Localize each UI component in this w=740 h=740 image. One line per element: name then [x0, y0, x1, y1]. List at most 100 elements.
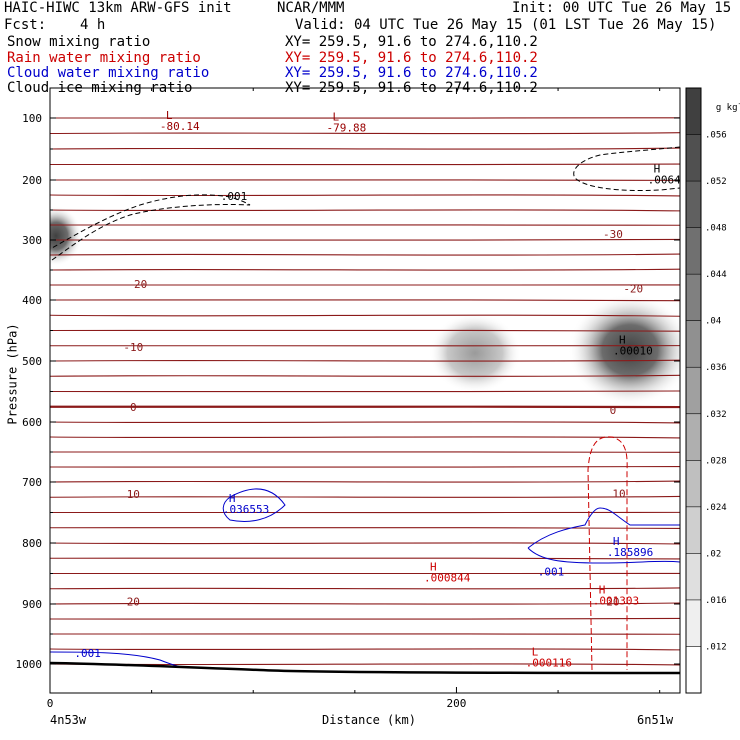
cloud-water-contour-3	[50, 651, 183, 668]
temperature-label: -20	[127, 278, 147, 291]
colorbar-swatch	[686, 506, 701, 554]
y-tick-label: 500	[22, 355, 42, 368]
colorbar-tick-label: .04	[705, 317, 721, 327]
isotherm-line	[50, 268, 680, 271]
colorbar-frame	[685, 87, 702, 694]
extremum-value: .000844	[424, 571, 471, 584]
terrain-line	[50, 661, 680, 675]
field-name-rain: Rain water mixing ratio	[7, 50, 201, 66]
isotherm-line	[50, 480, 680, 483]
model-title: HAIC-HIWC 13km ARW-GFS init	[4, 0, 232, 16]
isotherm-line	[50, 253, 680, 256]
ice-contour-left	[51, 194, 251, 261]
extremum-mark: H	[229, 492, 236, 505]
cloud-water-contour-2	[527, 507, 680, 564]
isotherm-line	[50, 617, 680, 620]
extremum-mark: L	[166, 109, 173, 122]
extremum-mark: H	[599, 584, 606, 597]
temperature-label: -10	[123, 341, 143, 354]
field-name-cloud-water: Cloud water mixing ratio	[7, 65, 210, 81]
extremum-value: -79.88	[326, 121, 366, 134]
extremum-mark: H	[619, 333, 626, 346]
extremum-mark: H	[613, 535, 620, 548]
temperature-label: 20	[127, 596, 140, 609]
colorbar-unit-text: g kg	[715, 103, 738, 113]
y-tick-label: 400	[22, 294, 42, 307]
contour-label: .001	[538, 566, 565, 579]
isotherm-line	[50, 132, 680, 135]
temperature-label: 0	[130, 401, 137, 414]
isotherm-line	[50, 648, 680, 651]
isotherm-line	[50, 436, 680, 439]
isotherm-line	[50, 194, 680, 197]
extremum-mark: H	[430, 560, 437, 573]
temperature-label: 10	[127, 488, 140, 501]
colorbar-tick-label: .032	[705, 410, 727, 420]
extremum-value: -80.14	[160, 120, 200, 133]
extremum-value: .0064	[648, 174, 681, 187]
extremum-value: .00010	[613, 344, 653, 357]
colorbar-unit-exponent: -1	[738, 100, 740, 108]
extremum-value: .185896	[607, 546, 653, 559]
valid-time: Valid: 04 UTC Tue 26 May 15 (01 LST Tue …	[295, 17, 717, 33]
isotherm-line	[50, 238, 680, 241]
isotherm-line	[50, 359, 680, 362]
field-xy-cloud-ice: XY= 259.5, 91.6 to 274.6,110.2	[285, 80, 538, 96]
colorbar-swatch	[686, 181, 701, 228]
isotherm-line	[50, 495, 680, 498]
isotherm-line	[50, 299, 680, 302]
colorbar-swatch	[686, 320, 701, 368]
colorbar-tick-label: .024	[705, 503, 727, 513]
isotherm-line	[50, 557, 680, 560]
colorbar-swatch	[686, 88, 701, 135]
x-start-location: 4n53w	[50, 713, 87, 727]
colorbar-tick-label: .048	[705, 224, 727, 234]
y-tick-label: 800	[22, 537, 42, 550]
contour-label: .001	[221, 190, 248, 203]
colorbar-tick-label: .02	[705, 549, 721, 559]
field-xy-cloud-water: XY= 259.5, 91.6 to 274.6,110.2	[285, 65, 538, 81]
extremum-mark: L	[332, 110, 339, 123]
shade-right	[568, 294, 680, 406]
init-time: Init: 00 UTC Tue 26 May 15	[512, 0, 732, 16]
colorbar-tick-label: .012	[705, 642, 727, 652]
plot-frame	[49, 87, 681, 694]
colorbar-swatch	[686, 274, 701, 321]
field-name-snow: Snow mixing ratio	[7, 34, 151, 50]
shade-center	[429, 313, 521, 393]
extremum-value: .001303	[593, 595, 639, 608]
extremum-value: .000116	[526, 657, 572, 670]
colorbar-tick-label: .044	[705, 270, 727, 280]
cloud-water-contour-1	[222, 488, 286, 522]
y-tick-label: 200	[22, 174, 42, 187]
y-tick-label: 700	[22, 476, 42, 489]
forecast-hours: 4 h	[80, 17, 106, 33]
extremum-mark: H	[654, 163, 661, 176]
colorbar-swatch	[686, 460, 701, 507]
y-tick-label: 300	[22, 234, 42, 247]
temperature-label: 20	[606, 596, 619, 609]
isotherm-line	[50, 314, 680, 317]
colorbar-tick-label: .028	[705, 456, 727, 466]
forecast-label: Fcst:	[4, 17, 47, 33]
x-end-location: 6n51w	[637, 713, 674, 727]
colorbar-swatch	[686, 134, 701, 182]
colorbar-swatch	[686, 227, 701, 275]
y-tick-label: 1000	[16, 658, 43, 671]
colorbar-tick-label: .036	[705, 363, 727, 373]
isotherm-line	[50, 329, 680, 332]
colorbar-tick-label: .056	[705, 131, 727, 141]
temperature-label: -30	[603, 228, 623, 241]
isotherm-line	[50, 374, 680, 377]
colorbar-swatch	[686, 599, 701, 647]
shade-left-edge	[50, 206, 82, 266]
isotherm-line	[50, 587, 680, 590]
isotherm-line	[50, 147, 680, 150]
isotherm-line	[50, 542, 680, 545]
colorbar-swatch	[686, 413, 701, 461]
isotherm-line	[50, 163, 680, 166]
y-tick-label: 100	[22, 112, 42, 125]
temperature-label: 10	[612, 488, 625, 501]
temperature-label: -20	[623, 283, 643, 296]
isotherm-line	[50, 602, 680, 605]
